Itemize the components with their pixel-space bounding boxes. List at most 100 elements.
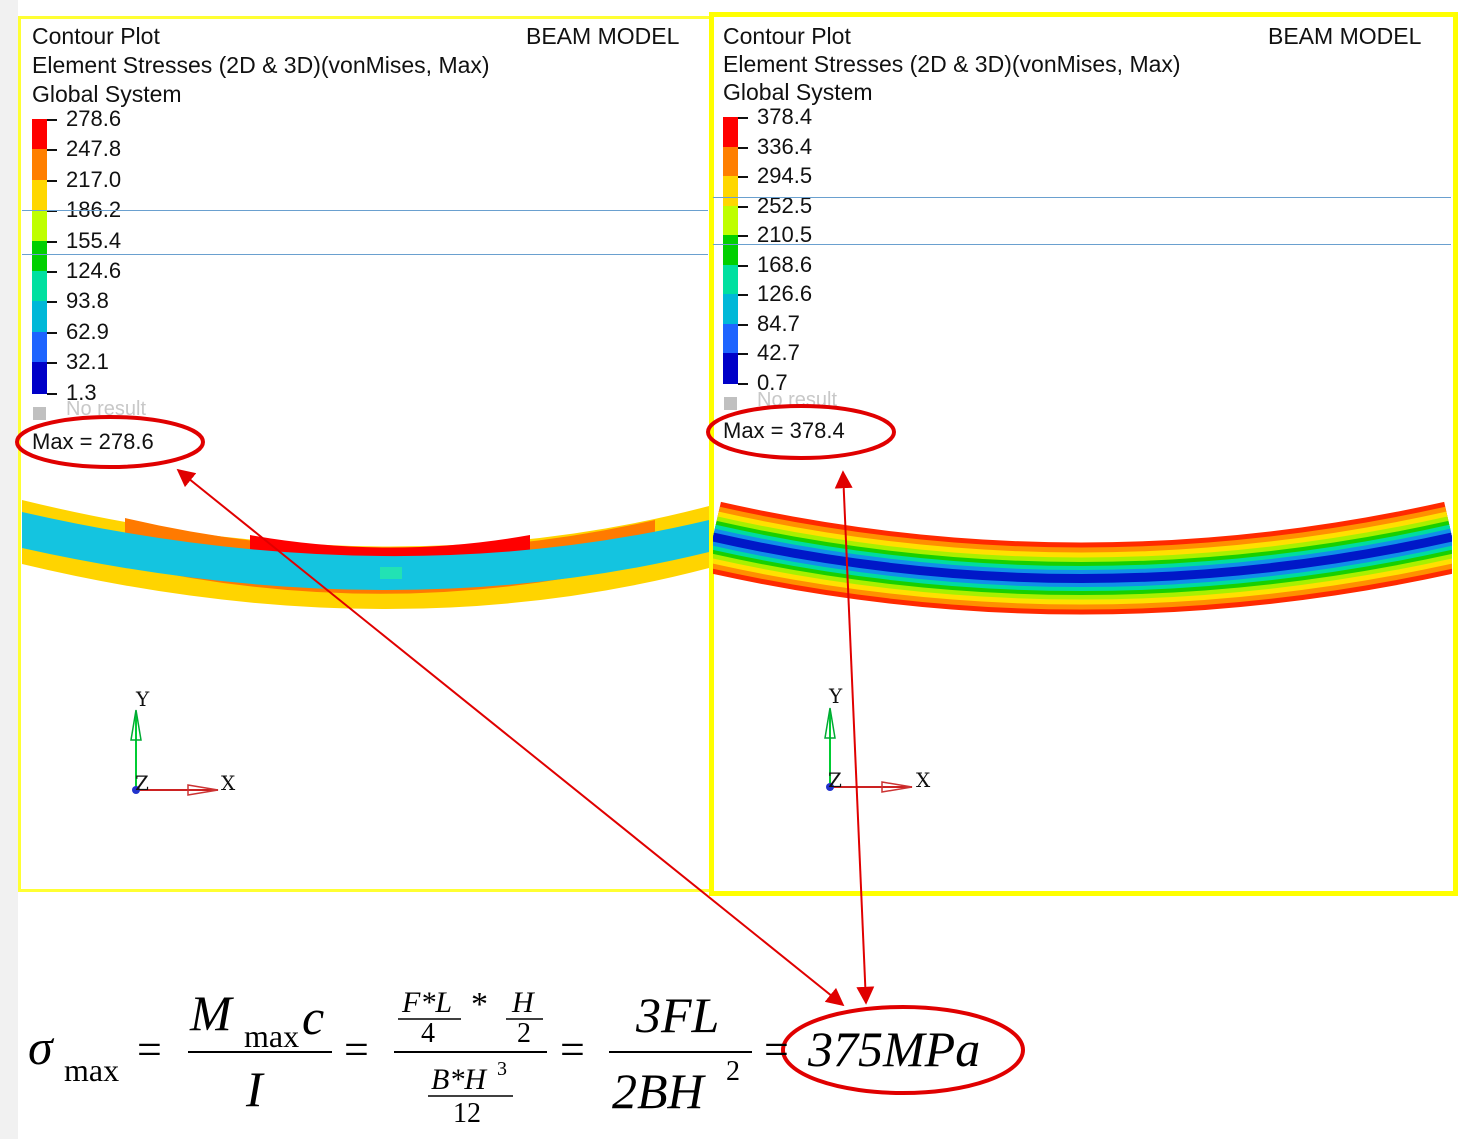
left-no-result-label: No result [66, 398, 147, 420]
left-axis-z-label: Z [135, 771, 149, 795]
legend-tick [738, 117, 748, 119]
formula-fl: F*L [402, 986, 453, 1019]
formula-h: H [512, 986, 534, 1019]
legend-swatch [723, 235, 738, 266]
result-highlight-ellipse [781, 1005, 1025, 1095]
legend-swatch [723, 146, 738, 177]
formula-3fl: 3FL [636, 987, 720, 1043]
legend-tick [47, 271, 57, 273]
formula-result: 375MPa [808, 1021, 981, 1077]
legend-tick [738, 353, 748, 355]
right-beam-contour [713, 501, 1452, 615]
legend-tick [738, 382, 748, 385]
legend-swatch [32, 119, 47, 151]
formula-moment-subscript: max [244, 1018, 300, 1054]
legend-value-label: 378.4 [757, 104, 813, 129]
right-axis-z-label: Z [828, 768, 842, 792]
right-axis-y-label: Y [828, 684, 843, 708]
formula-c: c [302, 989, 325, 1045]
legend-value-label: 278.6 [66, 106, 122, 131]
legend-swatch [723, 294, 738, 325]
legend-swatch [723, 264, 738, 295]
left-axis-y-label: Y [135, 687, 150, 711]
left-comparison-arrow [176, 468, 845, 1007]
left-plot-title: Contour Plot [32, 23, 160, 49]
legend-swatch [723, 117, 738, 148]
formula-inertia: I [246, 1061, 263, 1117]
left-model-name: BEAM MODEL [526, 23, 680, 49]
left-margin-strip [0, 0, 18, 1139]
legend-value-label: 336.4 [757, 133, 813, 159]
legend-value-label: 124.6 [66, 258, 122, 283]
right-max-label: Max = 378.4 [723, 418, 845, 443]
right-axis-triad: Y X Z [824, 684, 931, 793]
right-plot-title: Contour Plot [723, 23, 851, 49]
legend-value-label: 155.4 [66, 227, 122, 253]
legend-tick [738, 205, 748, 208]
left-max-highlight-ellipse [15, 415, 205, 469]
legend-value-label: 1.3 [66, 379, 97, 405]
formula-bh: B*H [431, 1063, 486, 1096]
legend-tick [47, 149, 57, 152]
right-axis-x-label: X [916, 768, 931, 792]
right-comparison-arrow [834, 470, 875, 1005]
legend-swatch [723, 176, 738, 207]
formula-sigma: σ [28, 1019, 53, 1075]
legend-value-label: 84.7 [757, 310, 800, 336]
left-axis-triad: Y X Z [130, 687, 236, 796]
legend-tick [47, 331, 57, 334]
formula-star: * [471, 986, 488, 1023]
formula-two: 2 [517, 1018, 531, 1049]
legend-tick [47, 119, 57, 121]
legend-swatch [32, 331, 47, 364]
legend-tick [738, 264, 748, 267]
left-plot-subtitle: Element Stresses (2D & 3D)(vonMises, Max… [32, 52, 490, 78]
left-max-label: Max = 278.6 [32, 429, 154, 454]
formula-four: 4 [421, 1018, 435, 1049]
formula-equals-3: = [560, 1025, 585, 1074]
legend-tick [47, 301, 57, 304]
legend-value-label: 0.7 [757, 369, 788, 395]
left-guide-line-upper [22, 210, 708, 211]
right-max-highlight-ellipse [706, 404, 896, 460]
legend-value-label: 186.2 [66, 197, 122, 223]
right-model-name: BEAM MODEL [1268, 23, 1422, 49]
formula-equals-4: = [764, 1025, 789, 1074]
legend-tick [47, 240, 57, 243]
formula-2bh: 2BH [612, 1063, 704, 1119]
right-no-result-swatch [724, 397, 737, 410]
legend-swatch [723, 205, 738, 236]
formula-2bh-square: 2 [726, 1056, 740, 1087]
legend-value-label: 42.7 [757, 340, 800, 365]
legend-value-label: 210.5 [757, 222, 813, 247]
right-guide-line-upper [713, 197, 1451, 198]
left-guide-line-lower [22, 254, 708, 255]
formula-bh-cube: 3 [497, 1058, 507, 1080]
legend-swatch [723, 353, 738, 384]
left-axis-x-label: X [221, 771, 236, 795]
formula-equals-1: = [137, 1025, 162, 1074]
right-plot-system: Global System [723, 79, 873, 105]
legend-tick [738, 323, 748, 326]
legend-value-label: 168.6 [757, 251, 813, 277]
legend-value-label: 294.5 [757, 163, 813, 188]
legend-tick [47, 392, 57, 395]
legend-tick [47, 210, 57, 213]
legend-swatch [32, 149, 47, 181]
legend-swatch [32, 240, 47, 272]
left-beam-contour [22, 500, 709, 625]
formula-moment: M [190, 985, 232, 1041]
right-plot-subtitle: Element Stresses (2D & 3D)(vonMises, Max… [723, 51, 1181, 77]
formula-equals-2: = [344, 1025, 369, 1074]
legend-swatch [32, 362, 47, 394]
legend-swatch [723, 323, 738, 354]
legend-tick [47, 362, 57, 365]
legend-swatch [32, 179, 47, 212]
formula-twelve: 12 [453, 1098, 481, 1129]
legend-value-label: 247.8 [66, 136, 122, 162]
left-no-result-swatch [33, 407, 46, 420]
formula-max-subscript: max [64, 1052, 120, 1088]
legend-value-label: 62.9 [66, 318, 109, 344]
left-plot-system: Global System [32, 81, 182, 107]
legend-tick [738, 294, 748, 296]
